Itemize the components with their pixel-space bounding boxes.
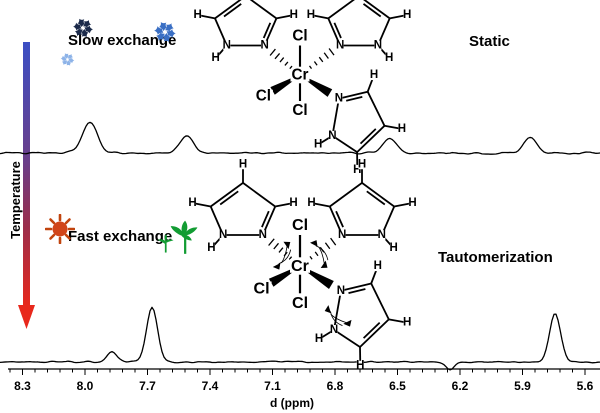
- svg-text:N: N: [219, 229, 227, 241]
- svg-text:N: N: [259, 229, 267, 241]
- svg-text:Cr: Cr: [291, 257, 310, 275]
- svg-text:N: N: [336, 40, 344, 52]
- svg-text:H: H: [389, 242, 397, 254]
- svg-text:H: H: [188, 197, 196, 209]
- svg-text:N: N: [337, 285, 345, 297]
- svg-text:H: H: [289, 197, 297, 209]
- svg-text:Cl: Cl: [292, 216, 308, 234]
- svg-text:H: H: [370, 69, 378, 81]
- svg-text:H: H: [385, 52, 393, 64]
- svg-text:Cl: Cl: [254, 279, 270, 297]
- svg-text:H: H: [212, 52, 220, 64]
- svg-text:N: N: [378, 229, 386, 241]
- svg-text:Cr: Cr: [292, 67, 309, 84]
- svg-text:H: H: [374, 260, 382, 272]
- svg-text:H: H: [207, 242, 215, 254]
- svg-text:H: H: [290, 9, 298, 21]
- svg-text:H: H: [307, 197, 315, 209]
- svg-text:N: N: [260, 40, 268, 52]
- svg-text:Cl: Cl: [292, 28, 307, 45]
- svg-text:N: N: [374, 40, 382, 52]
- svg-text:H: H: [194, 9, 202, 21]
- svg-text:H: H: [307, 9, 315, 21]
- svg-text:H: H: [408, 197, 416, 209]
- svg-text:N: N: [223, 40, 231, 52]
- svg-text:N: N: [338, 229, 346, 241]
- svg-text:H: H: [403, 9, 411, 21]
